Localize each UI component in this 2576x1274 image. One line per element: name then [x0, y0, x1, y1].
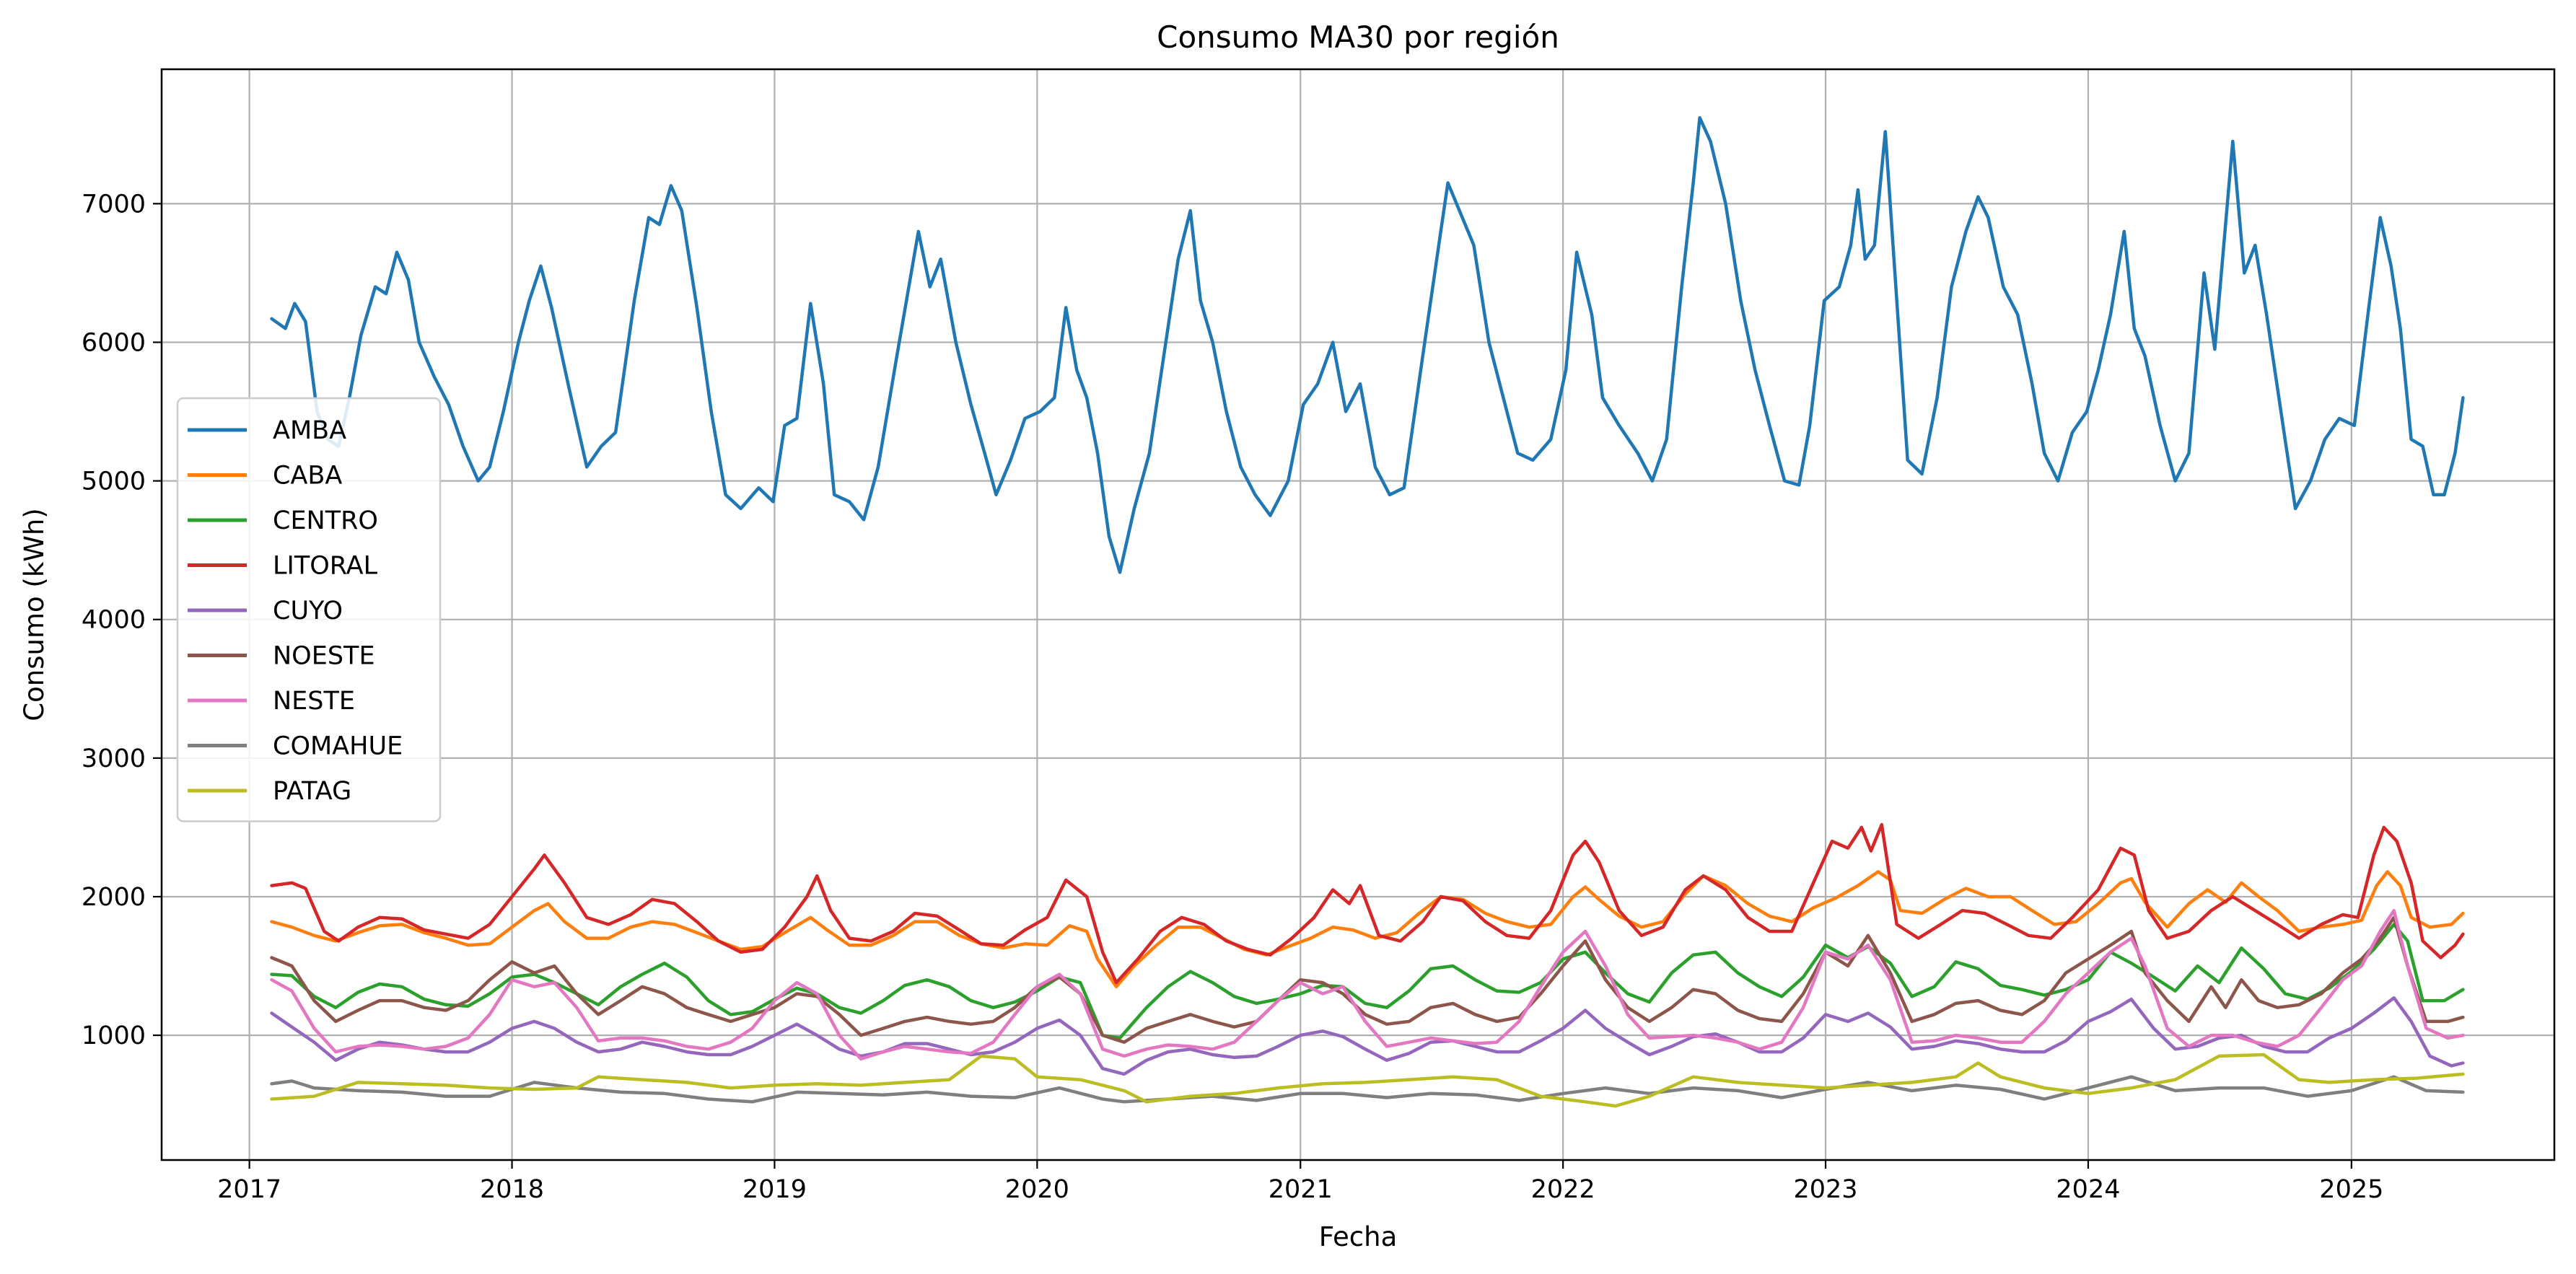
- legend-label-patag: PATAG: [273, 777, 351, 806]
- x-tick-label: 2025: [2319, 1175, 2383, 1204]
- y-tick-label: 7000: [82, 190, 146, 219]
- x-tick-label: 2022: [1531, 1175, 1595, 1204]
- series-line-patag: [270, 1053, 2465, 1108]
- series-line-amba: [270, 115, 2465, 574]
- series-line-litoral: [270, 822, 2465, 985]
- legend-label-litoral: LITORAL: [273, 552, 378, 581]
- x-tick-label: 2024: [2056, 1175, 2120, 1204]
- legend-label-comahue: COMAHUE: [273, 732, 403, 761]
- axis-ticks: 2017 2018 2019 2020 2021 2022 2023 2024 2025 1000…: [82, 190, 2383, 1204]
- legend-label-caba: CABA: [273, 462, 342, 491]
- y-tick-label: 1000: [82, 1022, 146, 1050]
- legend: AMBA CABA CENTRO LITORAL CUYO NOESTE NESTE COMA…: [176, 397, 442, 822]
- legend-label-centro: CENTRO: [273, 506, 378, 535]
- y-tick-label: 6000: [82, 328, 146, 357]
- legend-label-noeste: NOESTE: [273, 642, 375, 671]
- plot-frame: [160, 68, 2556, 1161]
- x-tick-label: 2019: [742, 1175, 807, 1204]
- legend-label-amba: AMBA: [273, 416, 346, 445]
- series-line-noeste: [270, 915, 2465, 1044]
- y-tick-label: 3000: [82, 744, 146, 773]
- grid-lines: [162, 69, 2554, 1160]
- x-tick-label: 2023: [1794, 1175, 1858, 1204]
- x-tick-label: 2021: [1269, 1175, 1333, 1204]
- series-line-neste: [270, 908, 2465, 1061]
- x-tick-label: 2020: [1005, 1175, 1069, 1204]
- legend-label-cuyo: CUYO: [273, 597, 343, 625]
- x-axis-label: Fecha: [1319, 1221, 1398, 1252]
- x-tick-label: 2017: [217, 1175, 281, 1204]
- x-tick-label: 2018: [480, 1175, 544, 1204]
- series-line-centro: [270, 923, 2465, 1040]
- y-axis-label: Consumo (kWh): [19, 508, 50, 721]
- series-lines: [270, 115, 2465, 1108]
- y-tick-label: 4000: [82, 606, 146, 635]
- legend-box: [176, 397, 442, 822]
- y-tick-label: 2000: [82, 883, 146, 912]
- series-line-comahue: [270, 1075, 2465, 1104]
- y-tick-label: 5000: [82, 467, 146, 496]
- chart-title: Consumo MA30 por región: [1157, 19, 1559, 55]
- series-line-cuyo: [270, 996, 2465, 1076]
- legend-label-neste: NESTE: [273, 687, 355, 716]
